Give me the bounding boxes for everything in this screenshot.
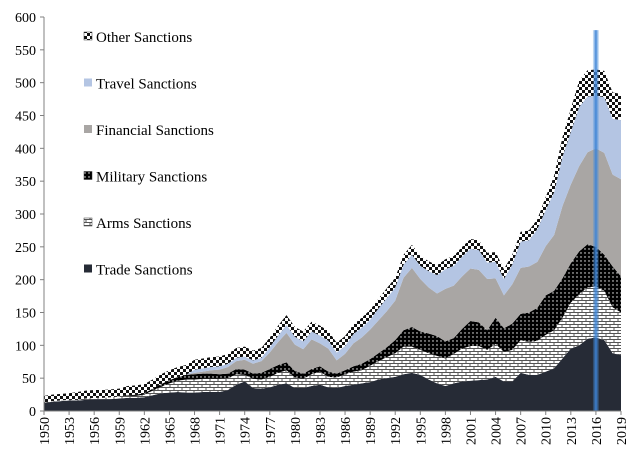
y-tick-label: 550 <box>15 44 36 59</box>
stacked-areas <box>44 69 621 411</box>
area-arms-sanctions <box>44 286 621 404</box>
x-tick-label: 1968 <box>189 417 204 445</box>
x-tick-label: 1959 <box>113 417 128 445</box>
x-tick-label: 1971 <box>214 417 229 445</box>
highlight-band <box>592 30 599 412</box>
y-tick-label: 0 <box>29 405 36 420</box>
legend-swatch-other-sanctions <box>83 31 93 41</box>
x-tick-label: 1977 <box>264 417 279 445</box>
x-tick-label: 2004 <box>490 417 505 445</box>
x-tick-label: 1986 <box>339 417 354 445</box>
x-tick-label: 2019 <box>615 417 630 445</box>
legend-swatch-travel-sanctions <box>84 78 92 87</box>
y-tick-label: 100 <box>15 339 36 354</box>
legend-label-trade-sanctions: Trade Sanctions <box>96 263 193 279</box>
highlight-year-bar <box>592 30 599 412</box>
x-tick-label: 1992 <box>389 417 404 445</box>
x-tick-label: 1980 <box>289 417 304 445</box>
y-tick-label: 300 <box>15 208 36 223</box>
x-tick-label: 2001 <box>464 417 479 445</box>
y-tick-label: 350 <box>15 175 36 190</box>
legend-label-financial-sanctions: Financial Sanctions <box>96 123 214 139</box>
y-tick-label: 600 <box>15 11 36 26</box>
x-tick-label: 1974 <box>239 417 254 445</box>
x-tick-label: 1962 <box>138 417 153 445</box>
x-tick-label: 2010 <box>540 417 555 445</box>
x-tick-label: 2007 <box>515 417 530 445</box>
x-tick-label: 1995 <box>414 417 429 445</box>
legend-label-arms-sanctions: Arms Sanctions <box>96 216 192 232</box>
axes: 0 50 100 150 200 250 300 350 400 450 500 550 600 1950… <box>15 11 630 445</box>
x-tick-label: 2016 <box>590 417 605 445</box>
x-tick-label: 1965 <box>163 417 178 445</box>
legend-swatch-arms-sanctions <box>83 217 93 227</box>
x-tick-label: 1950 <box>38 417 53 445</box>
legend-swatch-military-sanctions <box>83 171 93 180</box>
legend: Other Sanctions Travel Sanctions Financial… <box>83 30 214 279</box>
y-tick-label: 450 <box>15 110 36 125</box>
y-tick-label: 250 <box>15 241 36 256</box>
y-tick-label: 500 <box>15 77 36 92</box>
legend-label-military-sanctions: Military Sanctions <box>96 170 207 186</box>
y-tick-label: 200 <box>15 274 36 289</box>
x-tick-label: 1953 <box>63 417 78 445</box>
y-tick-label: 50 <box>22 372 36 387</box>
legend-swatch-trade-sanctions <box>84 264 92 273</box>
x-tick-label: 1956 <box>88 417 103 445</box>
x-tick-label: 1989 <box>364 417 379 445</box>
x-tick-label: 1998 <box>439 417 454 445</box>
x-tick-label: 2013 <box>565 417 580 445</box>
legend-label-other-sanctions: Other Sanctions <box>96 30 192 46</box>
legend-swatch-financial-sanctions <box>84 125 92 133</box>
y-tick-label: 150 <box>15 307 36 322</box>
legend-label-travel-sanctions: Travel Sanctions <box>96 77 197 93</box>
y-tick-label: 400 <box>15 142 36 157</box>
x-tick-label: 1983 <box>314 417 329 445</box>
